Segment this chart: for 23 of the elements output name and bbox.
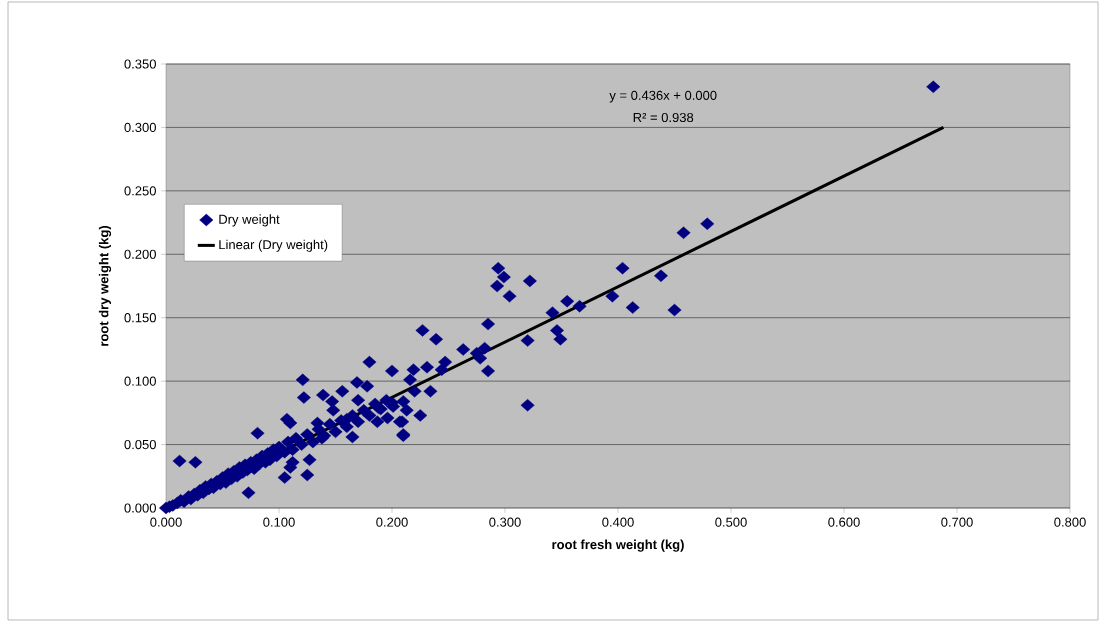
legend-label: Dry weight	[219, 214, 280, 227]
annotation: R² = 0.938	[633, 112, 694, 123]
x-tick-label: 0.600	[828, 517, 860, 527]
y-tick-label: 0.000	[124, 503, 156, 513]
y-tick-label: 0.100	[124, 376, 156, 386]
x-tick-label: 0.300	[489, 517, 521, 527]
y-tick-label: 0.200	[124, 249, 156, 259]
y-tick-label: 0.050	[124, 439, 156, 450]
x-tick-label: 0.500	[715, 517, 747, 527]
legend-label: Linear (Dry weight)	[219, 239, 328, 252]
x-tick-label: 0.400	[602, 517, 634, 527]
annotation: y = 0.436x + 0.000	[609, 90, 717, 103]
x-tick-label: 0.800	[1054, 517, 1086, 527]
y-tick-label: 0.150	[124, 313, 156, 323]
x-tick-label: 0.000	[150, 517, 182, 527]
x-axis-title: root fresh weight (kg)	[552, 539, 684, 552]
x-tick-label: 0.200	[376, 517, 408, 527]
x-tick-label: 0.700	[941, 517, 973, 527]
y-tick-label: 0.350	[124, 59, 156, 69]
y-tick-label: 0.300	[124, 122, 156, 133]
y-axis-title: root dry weight (kg)	[98, 225, 112, 346]
y-tick-label: 0.250	[124, 186, 156, 196]
x-tick-label: 0.100	[263, 517, 295, 527]
